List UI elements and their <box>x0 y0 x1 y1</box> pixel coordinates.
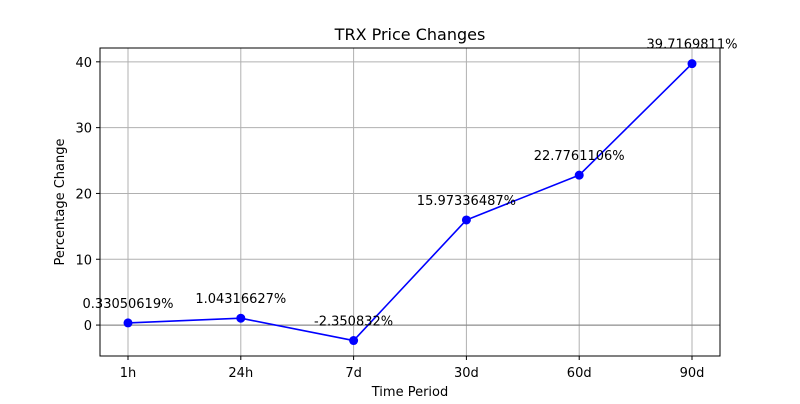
y-tick-label: 40 <box>75 56 92 71</box>
data-label: 0.33050619% <box>83 297 174 312</box>
x-tick-label: 7d <box>345 366 362 381</box>
y-axis-title: Percentage Change <box>53 138 68 265</box>
data-point <box>123 318 133 328</box>
data-label: 1.04316627% <box>195 292 286 307</box>
x-tick-label: 30d <box>454 366 479 381</box>
x-axis: 1h 24h 7d 30d 60d 90d <box>120 356 705 381</box>
data-point <box>461 215 471 225</box>
y-tick-label: 20 <box>75 187 92 202</box>
x-tick-label: 24h <box>228 366 253 381</box>
y-tick-label: 0 <box>84 319 92 334</box>
data-label: -2.350832% <box>314 315 393 330</box>
data-labels: 0.33050619% 1.04316627% -2.350832% 15.97336… <box>83 38 738 330</box>
series-line <box>127 63 693 342</box>
data-point <box>349 336 359 346</box>
chart-title: TRX Price Changes <box>334 25 486 44</box>
data-label: 39.7169811% <box>647 38 738 53</box>
plot-frame <box>99 47 721 357</box>
y-tick-label: 30 <box>75 122 92 137</box>
y-axis: 0 10 20 30 40 <box>75 56 100 334</box>
x-tick-label: 1h <box>120 366 137 381</box>
y-tick-label: 10 <box>75 253 92 268</box>
data-label: 15.97336487% <box>417 194 516 209</box>
x-tick-label: 60d <box>567 366 592 381</box>
data-point <box>574 170 584 180</box>
data-point <box>236 313 246 323</box>
data-label: 22.7761106% <box>534 149 625 164</box>
series-layer <box>127 63 693 342</box>
x-tick-label: 90d <box>680 366 705 381</box>
data-points <box>123 59 697 346</box>
x-axis-title: Time Period <box>371 385 448 400</box>
data-point <box>687 59 697 69</box>
